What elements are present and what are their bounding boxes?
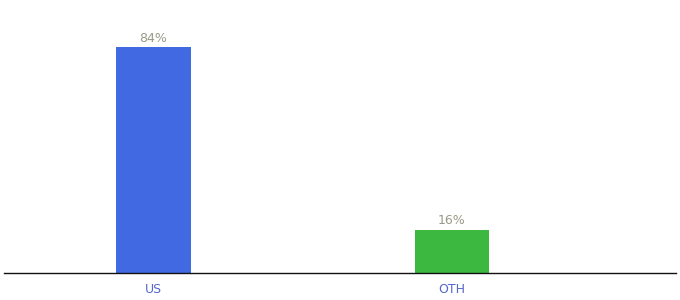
Bar xyxy=(415,230,489,273)
Bar xyxy=(116,47,191,273)
Text: 16%: 16% xyxy=(438,214,466,227)
Text: 84%: 84% xyxy=(139,32,167,44)
